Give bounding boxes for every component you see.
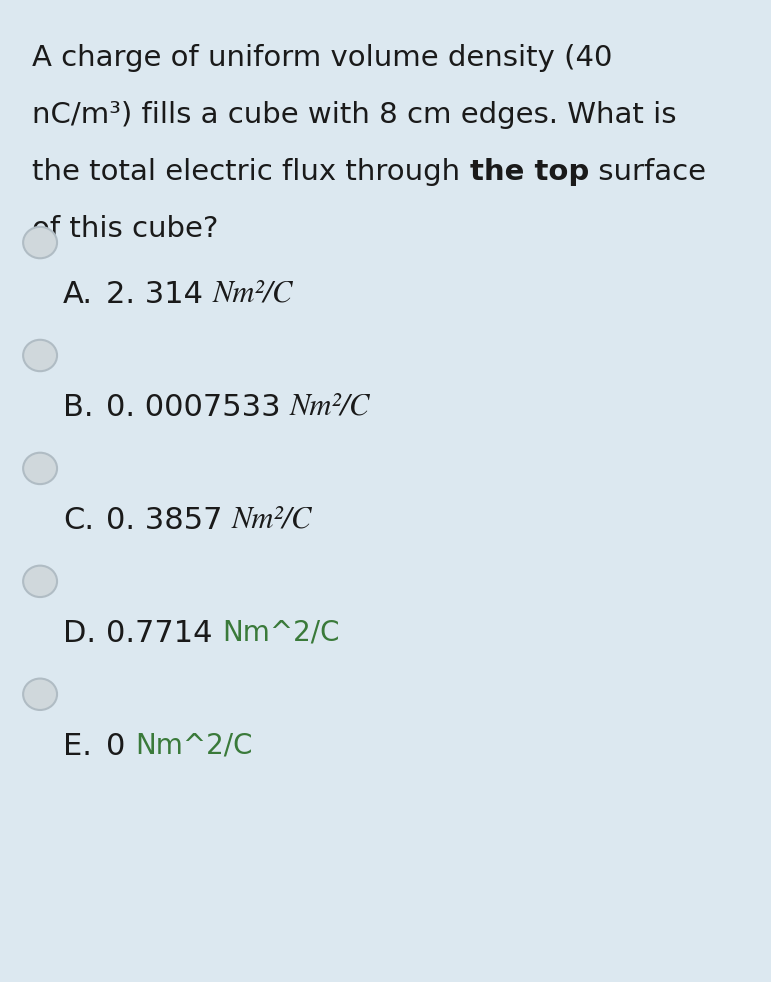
Text: 0.7714: 0.7714 (106, 619, 222, 648)
Text: E.: E. (63, 732, 92, 761)
Text: the total electric flux through: the total electric flux through (32, 158, 470, 187)
Text: Nm^2/C: Nm^2/C (135, 732, 252, 760)
Ellipse shape (23, 679, 57, 710)
Text: 0: 0 (106, 732, 135, 761)
Ellipse shape (23, 566, 57, 597)
Text: of this cube?: of this cube? (32, 215, 219, 244)
Ellipse shape (23, 227, 57, 258)
Text: 0. 3857: 0. 3857 (106, 506, 232, 535)
Ellipse shape (23, 340, 57, 371)
Text: A.: A. (63, 280, 93, 309)
Text: Nm^2/C: Nm^2/C (222, 619, 339, 647)
Text: 0. 0007533: 0. 0007533 (106, 393, 290, 422)
Text: the top: the top (470, 158, 589, 187)
Text: A charge of uniform volume density (40: A charge of uniform volume density (40 (32, 44, 613, 73)
Text: Nm²/C: Nm²/C (290, 393, 370, 420)
Text: nC/m³) fills a cube with 8 cm edges. What is: nC/m³) fills a cube with 8 cm edges. Wha… (32, 101, 677, 130)
Text: B.: B. (63, 393, 94, 422)
Text: 2. 314: 2. 314 (106, 280, 212, 309)
Text: D.: D. (63, 619, 96, 648)
Text: C.: C. (63, 506, 94, 535)
Text: Nm²/C: Nm²/C (212, 280, 293, 307)
Text: surface: surface (589, 158, 706, 187)
Text: Nm²/C: Nm²/C (232, 506, 312, 533)
Ellipse shape (23, 453, 57, 484)
